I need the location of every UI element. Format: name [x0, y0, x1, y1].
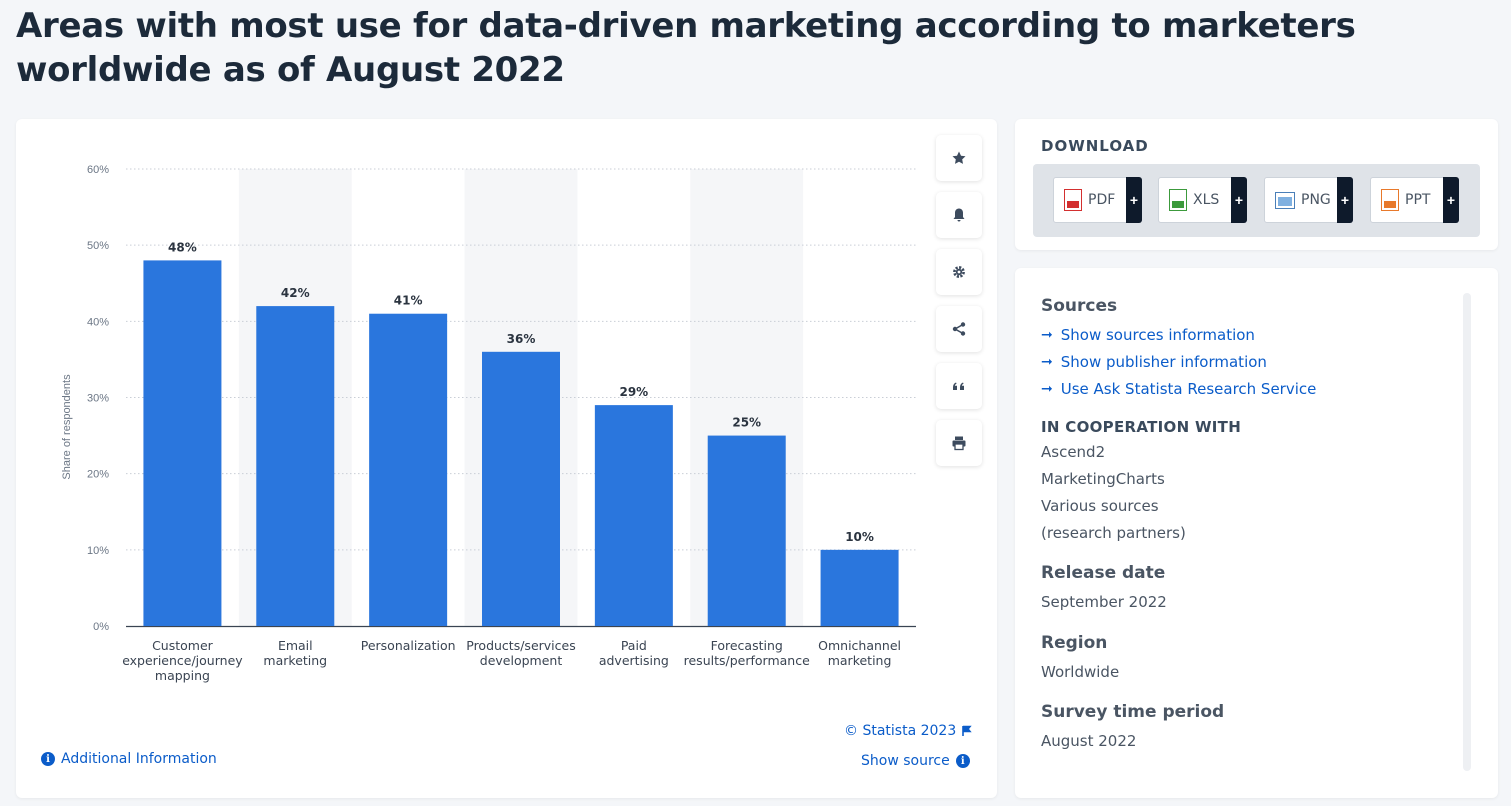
sources-heading: Sources — [1041, 296, 1118, 316]
plus-icon: + — [1126, 177, 1142, 223]
show-sources-text: Show sources information — [1060, 326, 1255, 344]
data-label: 29% — [619, 385, 648, 399]
y-tick-label: 60% — [87, 164, 109, 176]
print-icon — [952, 436, 966, 451]
download-pdf-button[interactable]: PDF + — [1053, 177, 1142, 223]
bell-icon — [953, 208, 965, 222]
plus-icon: + — [1443, 177, 1459, 223]
info-icon: i — [41, 752, 55, 766]
region: Worldwide — [1041, 663, 1120, 681]
data-label: 48% — [168, 240, 197, 254]
share-icon — [952, 322, 966, 336]
info-panel: Sources ➞ Show sources information ➞ Show … — [1015, 268, 1498, 798]
release-date: September 2022 — [1041, 593, 1167, 611]
download-pdf-label: PDF — [1088, 192, 1116, 208]
download-xls-label: XLS — [1193, 192, 1220, 208]
data-label: 36% — [507, 332, 536, 346]
pdf-file-icon — [1064, 189, 1082, 211]
cooperation-heading: IN COOPERATION WITH — [1041, 418, 1242, 436]
settings-button[interactable] — [936, 249, 982, 295]
x-tick-label: Products/services development — [466, 638, 575, 668]
plus-icon: + — [1337, 177, 1353, 223]
show-publisher-link[interactable]: ➞ Show publisher information — [1041, 353, 1267, 371]
y-axis-title: Share of respondents — [61, 374, 73, 480]
info-icon: i — [955, 754, 970, 768]
x-tick-label: Forecasting results/performance — [684, 638, 810, 668]
bar — [143, 260, 222, 626]
download-bar: PDF + XLS + PNG + PPT + — [1033, 164, 1480, 237]
chart-card: 48% 42% 41% 36% 29% 25% 10% Customer experience… — [16, 119, 997, 798]
flag-icon — [962, 725, 972, 736]
arrow-right-icon: ➞ — [1041, 381, 1053, 397]
additional-info-text: Additional Information — [61, 751, 217, 767]
favorite-button[interactable] — [936, 135, 982, 181]
plus-icon: + — [1231, 177, 1247, 223]
coop-partner: (research partners) — [1041, 524, 1186, 542]
y-tick-label: 20% — [87, 469, 109, 481]
survey-period-heading: Survey time period — [1041, 702, 1225, 722]
coop-partner: Various sources — [1041, 497, 1159, 515]
chart-toolbar — [936, 135, 982, 477]
bar — [594, 405, 673, 626]
png-file-icon — [1275, 191, 1295, 209]
ppt-file-icon — [1381, 189, 1399, 211]
download-ppt-label: PPT — [1405, 192, 1431, 208]
bar-chart: 48% 42% 41% 36% 29% 25% 10% Customer experience… — [61, 164, 916, 683]
y-tick-label: 50% — [87, 240, 109, 252]
coop-partner: MarketingCharts — [1041, 470, 1165, 488]
y-tick-label: 40% — [87, 316, 109, 328]
show-publisher-text: Show publisher information — [1060, 353, 1267, 371]
x-tick-label: Email marketing — [263, 638, 327, 668]
download-panel: DOWNLOAD PDF + XLS + PNG + PPT + — [1015, 119, 1498, 250]
arrow-right-icon: ➞ — [1041, 327, 1053, 343]
xls-file-icon — [1169, 189, 1187, 211]
notification-button[interactable] — [936, 192, 982, 238]
star-icon — [952, 151, 966, 164]
download-ppt-button[interactable]: PPT + — [1370, 177, 1459, 223]
release-date-heading: Release date — [1041, 563, 1166, 583]
bar — [707, 435, 786, 626]
data-label: 41% — [394, 294, 423, 308]
y-tick-label: 0% — [93, 621, 109, 633]
ask-statista-link[interactable]: ➞ Use Ask Statista Research Service — [1041, 380, 1316, 398]
x-tick-label: Customer experience/journey mapping — [122, 638, 243, 683]
data-label: 10% — [845, 530, 874, 544]
cite-button[interactable] — [936, 363, 982, 409]
print-button[interactable] — [936, 420, 982, 466]
bar — [369, 313, 448, 626]
download-title: DOWNLOAD — [1041, 137, 1149, 155]
show-sources-link[interactable]: ➞ Show sources information — [1041, 326, 1255, 344]
x-tick-label: Personalization — [361, 638, 456, 653]
info-scrollbar[interactable] — [1463, 293, 1471, 771]
y-tick-label: 10% — [87, 545, 109, 557]
x-tick-label: Omnichannel marketing — [818, 638, 901, 668]
x-tick-label: Paid advertising — [599, 638, 669, 668]
page-title: Areas with most use for data-driven mark… — [16, 6, 1356, 90]
bar — [256, 306, 335, 626]
arrow-right-icon: ➞ — [1041, 354, 1053, 370]
statista-copyright[interactable]: © Statista 2023 — [844, 723, 972, 739]
bar — [482, 351, 560, 626]
y-tick-label: 30% — [87, 393, 109, 405]
download-png-label: PNG — [1301, 192, 1331, 208]
share-button[interactable] — [936, 306, 982, 352]
coop-partner: Ascend2 — [1041, 443, 1106, 461]
gear-icon — [953, 266, 965, 278]
bar — [820, 549, 899, 626]
download-xls-button[interactable]: XLS + — [1158, 177, 1247, 223]
ask-statista-text: Use Ask Statista Research Service — [1060, 380, 1317, 398]
copyright-text: © Statista 2023 — [844, 723, 957, 739]
data-label: 25% — [732, 416, 761, 430]
data-label: 42% — [281, 286, 310, 300]
quote-icon — [953, 382, 964, 390]
download-png-button[interactable]: PNG + — [1264, 177, 1353, 223]
survey-period: August 2022 — [1041, 732, 1137, 750]
show-source-link[interactable]: Show source i — [861, 753, 970, 769]
region-heading: Region — [1041, 633, 1108, 653]
additional-information-link[interactable]: i Additional Information — [41, 751, 217, 767]
show-source-text: Show source — [861, 753, 950, 769]
